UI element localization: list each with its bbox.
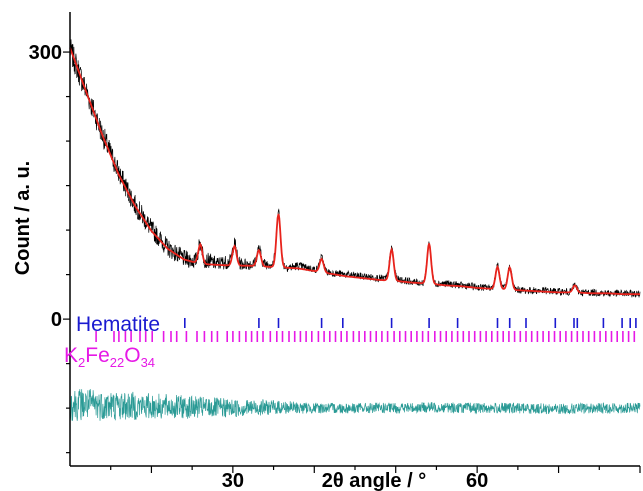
legend-hematite: Hematite [76,313,160,336]
x-ticks: 30 60 [110,466,641,491]
formula-fe-sub: 22 [110,355,124,370]
legend-k2fe22o34: K2Fe22O34 [64,344,155,370]
reflection-layer [95,318,637,342]
y-tick-label: 0 [51,309,62,331]
y-tick-label: 300 [29,42,62,64]
formula-k: K [64,344,78,367]
formula-o: O [124,344,140,367]
series-difference-line [69,389,641,421]
y-ticks: 0 300 [29,42,70,454]
x-tick-label: 30 [222,470,244,491]
formula-fe: Fe [85,344,110,367]
series-calculated-line [69,47,640,296]
series-layer [69,39,641,421]
x-tick-label: 60 [466,470,488,491]
formula-k-sub: 2 [78,355,85,370]
formula-o-sub: 34 [141,355,155,370]
x-axis-label: 2θ angle / ° [322,470,426,491]
y-axis-label: Count / a. u. [12,161,34,275]
